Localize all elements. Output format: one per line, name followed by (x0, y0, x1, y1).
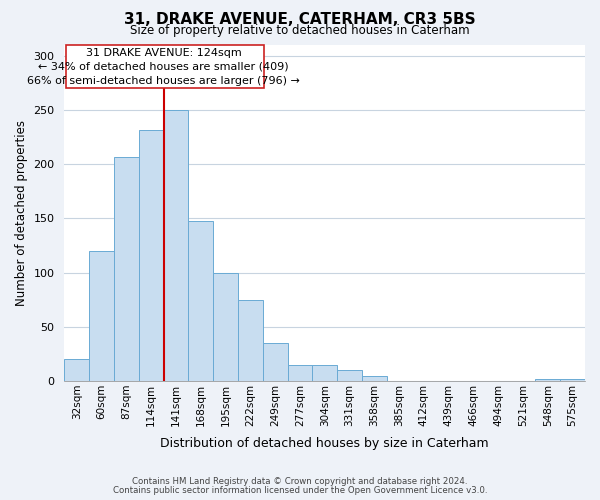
Bar (362, 376, 386, 381)
Bar (287, 364, 313, 381)
Bar (64, 360, 89, 381)
Text: 31 DRAKE AVENUE: 124sqm
← 34% of detached houses are smaller (409)
66% of semi-d: 31 DRAKE AVENUE: 124sqm ← 34% of detache… (27, 48, 300, 86)
Bar (337, 370, 362, 381)
Bar (263, 343, 287, 381)
Bar (560, 379, 585, 381)
Text: Size of property relative to detached houses in Caterham: Size of property relative to detached ho… (130, 24, 470, 37)
Bar (213, 272, 238, 381)
Bar (164, 110, 188, 381)
Text: 31, DRAKE AVENUE, CATERHAM, CR3 5BS: 31, DRAKE AVENUE, CATERHAM, CR3 5BS (124, 12, 476, 28)
Text: Contains HM Land Registry data © Crown copyright and database right 2024.: Contains HM Land Registry data © Crown c… (132, 477, 468, 486)
Bar (238, 300, 263, 381)
Bar (535, 379, 560, 381)
Bar (313, 364, 337, 381)
Bar (139, 130, 164, 381)
Y-axis label: Number of detached properties: Number of detached properties (15, 120, 28, 306)
Text: Contains public sector information licensed under the Open Government Licence v3: Contains public sector information licen… (113, 486, 487, 495)
Bar (114, 156, 139, 381)
Bar (89, 251, 114, 381)
X-axis label: Distribution of detached houses by size in Caterham: Distribution of detached houses by size … (160, 437, 489, 450)
Bar (65, 45, 264, 88)
Bar (188, 220, 213, 381)
